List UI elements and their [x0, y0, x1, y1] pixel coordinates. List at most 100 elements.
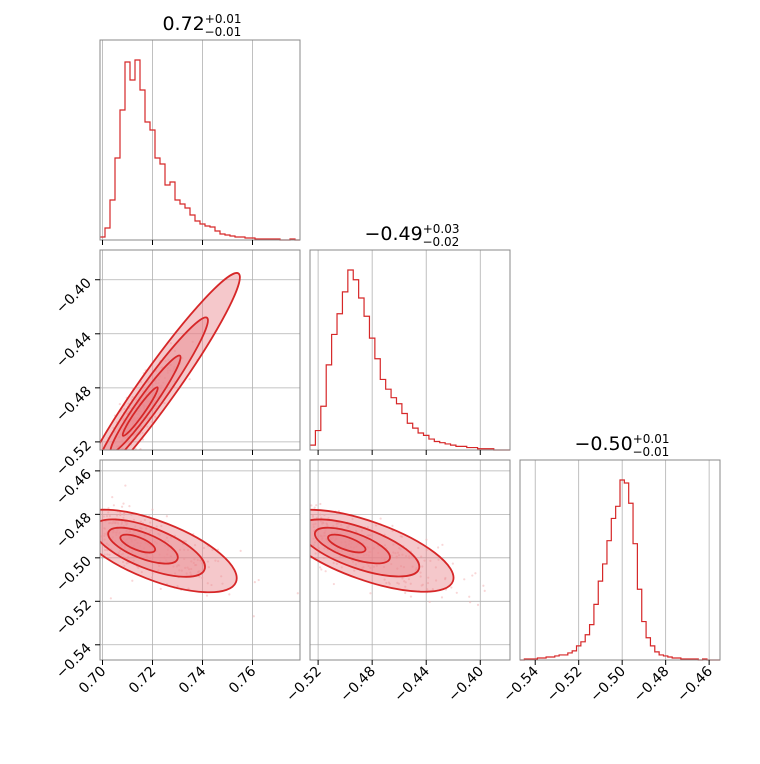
pair-panel-1-2-sample-point: [415, 568, 418, 572]
pair-panel-1-2-sample-point: [348, 543, 351, 546]
pair-panel-0-2-sample-point: [87, 533, 89, 535]
pair-panel-1-2-sample-point: [347, 526, 350, 530]
pair-panel-1-2-sample-point: [423, 559, 426, 562]
pair-panel-1-2-sample-point: [425, 548, 428, 552]
pair-panel-1-2-sample-point: [450, 586, 453, 589]
pair-panel-0-2-sample-point: [214, 559, 217, 562]
pair-panel-0-1-sample-point: [169, 363, 173, 366]
pair-panel-1-2-sample-point: [362, 542, 365, 545]
pair-panel-1-2-sample-point: [344, 540, 347, 544]
pair-panel-1-2-sample-point: [397, 554, 401, 557]
pair-panel-0-2-sample-point: [106, 553, 109, 556]
pair-panel-1-2-sample-point: [374, 524, 378, 527]
pair-panel-1-2-sample-point: [385, 581, 388, 585]
pair-panel-1-2-sample-point: [301, 527, 303, 529]
pair-panel-0-2-sample-point: [97, 554, 99, 556]
pair-panel-0-1-sample-point: [114, 456, 116, 458]
pair-panel-1-2-sample-point: [347, 524, 351, 527]
pair-panel-1-2-sample-point: [312, 544, 315, 547]
pair-panel-0-2-sample-point: [103, 534, 106, 537]
pair-panel-1-2-sample-point: [271, 526, 273, 528]
pair-panel-0-2-sample-point: [89, 543, 91, 545]
pair-panel-1-2-sample-point: [333, 531, 336, 534]
pair-panel-1-2-sample-point: [274, 494, 276, 496]
pair-panel-0-1-sample-point: [124, 436, 128, 439]
pair-panel-1-2-sample-point: [280, 500, 282, 502]
pair-panel-1-2-sample-point: [324, 570, 327, 573]
pair-panel-0-2-sample-point: [109, 521, 112, 524]
pair-panel-0-2: 0.70 0.72 0.74 0.76−0.54−0.52−0.50−0.48−0.4…: [53, 459, 301, 697]
pair-panel-0-2-sample-point: [130, 538, 133, 541]
pair-panel-1-2-sample-point: [310, 504, 313, 507]
hist-title-minus-1: −0.02: [423, 235, 460, 249]
pair-panel-0-2-sample-point: [120, 505, 124, 508]
pair-panel-0-1-sample-point: [140, 424, 143, 428]
pair-panel-1-2-sample-point: [330, 531, 333, 534]
pair-panel-0-2-sample-point: [199, 559, 202, 562]
pair-panel-1-2-sample-point: [305, 522, 307, 524]
pair-panel-1-2-sample-point: [356, 555, 359, 558]
pair-panel-1-2-sample-point: [468, 601, 472, 604]
pair-panel-0-2-sample-point: [91, 507, 93, 509]
pair-panel-0-2-sample-point: [112, 504, 115, 507]
pair-panel-0-1-content: [100, 272, 241, 458]
pair-panel-0-1-sample-point: [134, 398, 138, 401]
pair-panel-1-2-sample-point: [396, 551, 400, 554]
pair-panel-0-2-sample-point: [119, 511, 122, 514]
pair-panel-0-2-sample-point: [160, 524, 163, 528]
pair-panel-0-1-sample-point: [141, 438, 145, 441]
pair-panel-0-2-sample-point: [158, 564, 161, 568]
pair-panel-0-2-sample-point: [193, 558, 196, 561]
pair-panel-1-2-content: [261, 494, 486, 606]
pair-panel-1-2-sample-point: [306, 519, 308, 521]
pair-panel-1-2-sample-point: [392, 543, 395, 546]
pair-panel-0-2-sample-point: [164, 539, 167, 542]
pair-panel-0-2-sample-point: [144, 527, 148, 530]
pair-panel-1-2-frame: [309, 459, 511, 661]
pair-panel-1-2-sample-point: [323, 534, 327, 537]
pair-panel-1-2-sample-point: [463, 578, 466, 581]
pair-panel-1-2-sample-point: [404, 554, 408, 558]
pair-panel-0-2-sample-point: [103, 553, 106, 556]
pair-panel-1-2-sample-point: [476, 603, 480, 606]
pair-panel-0-2-sample-point: [178, 564, 181, 567]
pair-panel-0-2-sample-point: [155, 549, 158, 553]
pair-panel-0-2-sample-point: [147, 543, 150, 546]
pair-panel-0-2-sample-point: [173, 572, 177, 575]
pair-panel-1-2-sample-point: [383, 578, 386, 581]
pair-panel-1-2-sample-point: [279, 542, 281, 544]
pair-panel-0-2-sample-point: [139, 526, 142, 529]
pair-panel-0-2-contour-fill-2: [108, 527, 178, 564]
pair-panel-1-2-sample-point: [426, 581, 430, 585]
pair-panel-0-1-sample-point: [125, 456, 127, 458]
pair-panel-1-2-sample-point: [271, 509, 273, 511]
pair-panel-0-2-sample-point: [133, 530, 136, 533]
pair-panel-0-2-sample-point: [126, 522, 129, 525]
pair-panel-1-2-sample-point: [261, 531, 263, 533]
pair-panel-0-2-sample-point: [121, 552, 125, 555]
pair-panel-1-2-sample-point: [401, 577, 404, 580]
pair-panel-1-2-sample-point: [278, 520, 280, 522]
pair-panel-1-2-contour-fill-0: [310, 509, 454, 592]
pair-panel-0-2-sample-point: [165, 536, 169, 539]
pair-panel-1-2-sample-point: [404, 591, 407, 595]
pair-panel-0-2-sample-point: [184, 566, 187, 569]
pair-panel-0-2-sample-point: [114, 531, 117, 534]
pair-panel-0-2-sample-point: [148, 531, 151, 534]
pair-panel-0-1-ytick-label-1: −0.48: [53, 383, 95, 425]
pair-panel-0-1-sample-point: [118, 435, 121, 439]
pair-panel-0-2-sample-point: [196, 558, 199, 562]
pair-panel-1-2-sample-point: [320, 516, 323, 519]
pair-panel-0-2-sample-point: [128, 504, 131, 508]
pair-panel-1-2: −0.52 −0.48 −0.44 −0.40: [261, 459, 511, 705]
pair-panel-1-2-sample-point: [417, 546, 420, 549]
pair-panel-1-2-sample-point: [332, 524, 335, 528]
pair-panel-0-1-sample-point: [157, 378, 160, 382]
pair-panel-1-2-sample-point: [350, 542, 353, 545]
pair-panel-1-2-contour-line-0: [310, 508, 455, 593]
pair-panel-0-2-sample-point: [124, 521, 127, 524]
pair-panel-0-2-sample-point: [115, 514, 119, 517]
pair-panel-0-1-contour-fill-2: [110, 355, 181, 450]
pair-panel-1-2-sample-point: [294, 554, 296, 556]
pair-panel-0-1-sample-point: [130, 454, 132, 456]
